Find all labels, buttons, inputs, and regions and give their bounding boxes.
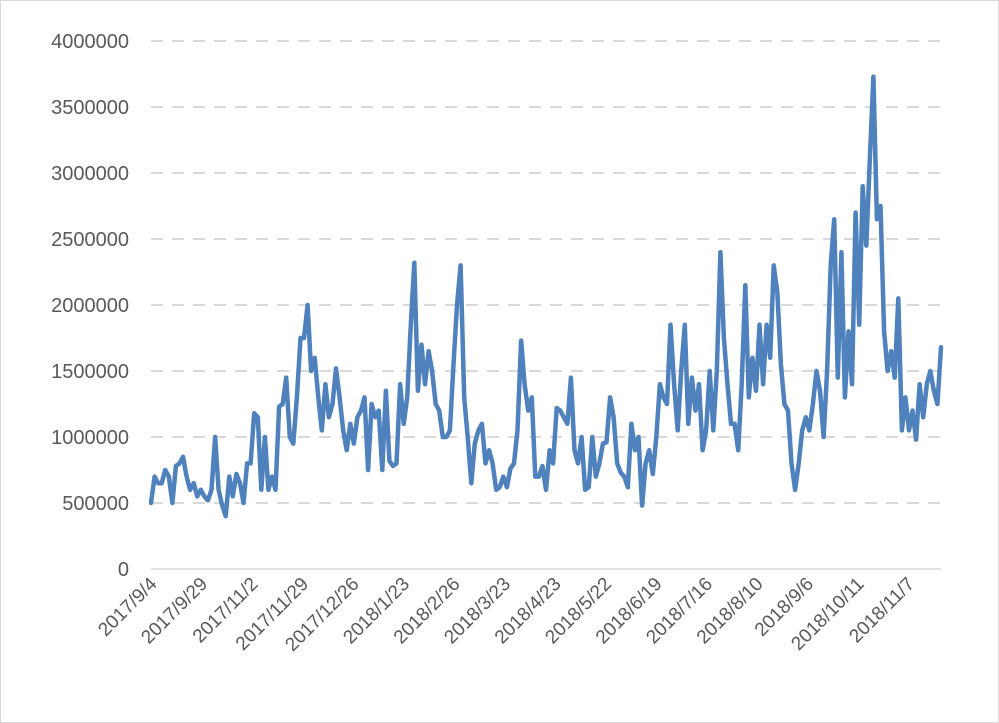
y-tick-label: 3500000 bbox=[51, 97, 129, 119]
y-tick-label: 2500000 bbox=[51, 229, 129, 251]
y-tick-label: 0 bbox=[118, 559, 129, 581]
y-tick-label: 3000000 bbox=[51, 163, 129, 185]
y-tick-label: 500000 bbox=[62, 493, 129, 515]
y-tick-label: 4000000 bbox=[51, 31, 129, 53]
y-tick-label: 1500000 bbox=[51, 361, 129, 383]
gridlines bbox=[151, 40, 941, 504]
x-axis-labels: 2017/9/42017/9/292017/11/22017/11/292017… bbox=[94, 573, 919, 655]
y-axis-labels: 0 500000 1000000 1500000 2000000 2500000 30000… bbox=[51, 31, 129, 581]
y-tick-label: 2000000 bbox=[51, 295, 129, 317]
y-tick-label: 1000000 bbox=[51, 427, 129, 449]
series-line bbox=[148, 74, 944, 519]
